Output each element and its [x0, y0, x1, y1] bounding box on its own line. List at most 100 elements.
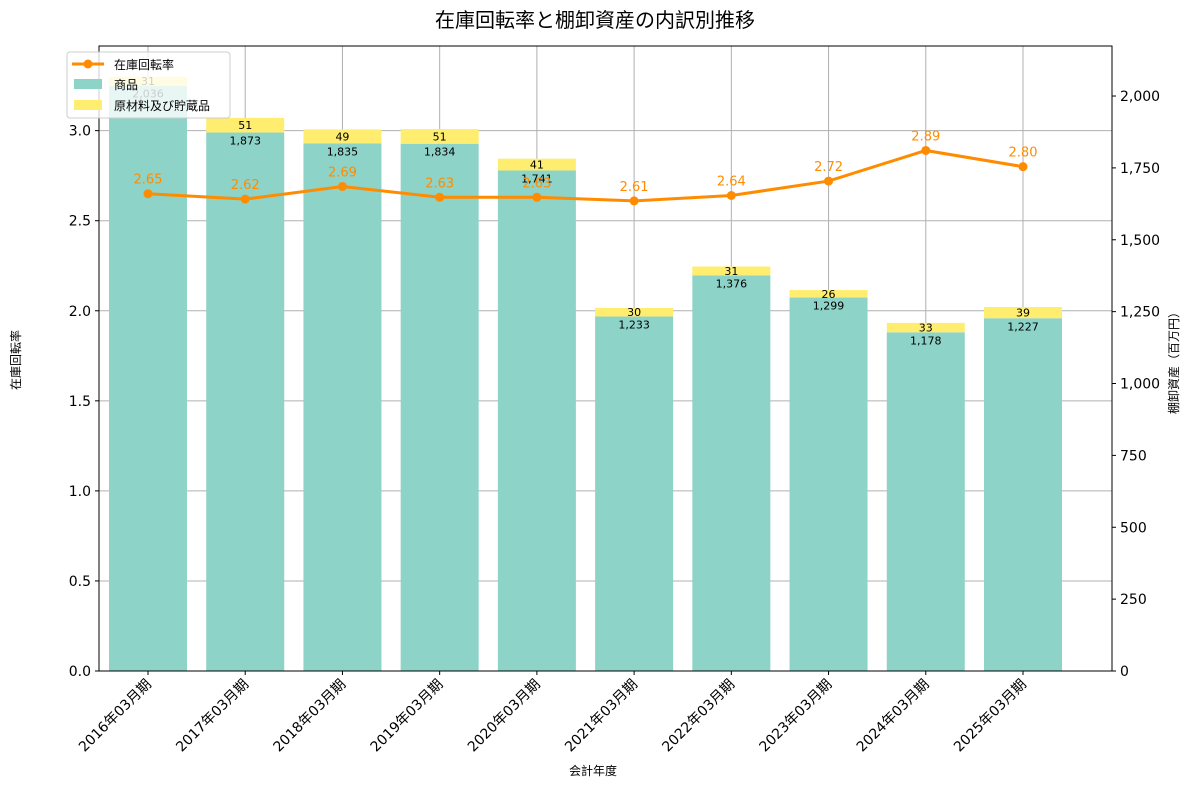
turnover-marker — [337, 181, 347, 191]
bar-materials — [206, 117, 285, 133]
turnover-marker — [629, 196, 639, 206]
bar-goods — [400, 143, 479, 671]
bar-label-materials: 41 — [530, 159, 544, 172]
turnover-label: 2.63 — [522, 176, 551, 191]
x-tick-label: 2018年03月期 — [270, 677, 349, 756]
bar-goods — [984, 318, 1062, 671]
x-tick-label: 2017年03月期 — [173, 677, 252, 756]
bar-materials — [400, 129, 479, 144]
bar-goods — [789, 297, 868, 671]
turnover-label: 2.69 — [328, 165, 357, 180]
right-axis-label: 棚卸資産（百万円） — [1166, 306, 1181, 414]
right-tick-label: 0 — [1120, 664, 1129, 680]
bar-materials — [497, 158, 576, 171]
bar-label-goods: 1,873 — [229, 135, 261, 148]
bar-goods — [303, 143, 382, 671]
turnover-label: 2.65 — [134, 173, 163, 188]
bar-materials — [789, 290, 868, 298]
x-tick-label: 2016年03月期 — [76, 677, 155, 756]
bar-label-materials: 31 — [724, 265, 738, 278]
bar-label-goods: 1,835 — [327, 145, 359, 158]
bar-label-goods: 1,834 — [424, 146, 456, 159]
legend-marker-icon — [83, 59, 93, 69]
bar-label-materials: 51 — [433, 130, 447, 143]
bar-label-goods: 1,299 — [813, 300, 845, 313]
bar-label-goods: 1,376 — [716, 277, 748, 290]
plot-frame — [98, 45, 1113, 672]
x-tick-label: 2021年03月期 — [562, 677, 641, 756]
bar-materials — [303, 129, 382, 144]
x-tick-label: 2023年03月期 — [757, 677, 836, 756]
legend: 在庫回転率 商品 原材料及び貯蔵品 — [66, 51, 231, 119]
bar-goods — [886, 332, 965, 671]
right-tick-label: 1,750 — [1120, 161, 1160, 177]
bar-goods — [109, 85, 187, 672]
x-tick-label: 2020年03月期 — [465, 677, 544, 756]
bar-label-materials: 49 — [335, 130, 349, 143]
bar-label-goods: 1,227 — [1007, 320, 1039, 333]
legend-item-goods: 商品 — [114, 77, 138, 92]
turnover-marker — [726, 190, 736, 200]
bar-goods — [595, 316, 674, 671]
turnover-label: 2.61 — [620, 180, 649, 195]
left-tick-label: 1.5 — [69, 394, 91, 410]
legend-item-materials: 原材料及び貯蔵品 — [114, 99, 210, 113]
x-tick-label: 2019年03月期 — [368, 677, 447, 756]
bar-materials — [886, 322, 965, 333]
bar-materials — [984, 307, 1062, 319]
right-tick-label: 1,000 — [1120, 377, 1160, 393]
turnover-label: 2.63 — [425, 176, 454, 191]
turnover-label: 2.62 — [231, 178, 260, 193]
turnover-marker — [824, 176, 834, 186]
turnover-label: 2.72 — [814, 160, 843, 175]
right-axis-ticks: 0 250 500 750 1,000 1,250 1,500 1,750 2,000 — [1112, 89, 1160, 680]
turnover-label: 2.64 — [717, 174, 746, 189]
turnover-line — [147, 148, 1024, 203]
x-axis-ticks: 2016年03月期 2017年03月期 2018年03月期 2019年03月期 2020… — [76, 671, 1030, 755]
right-tick-label: 1,250 — [1120, 305, 1160, 321]
turnover-marker — [532, 192, 542, 202]
turnover-label: 2.80 — [1009, 146, 1038, 161]
legend-swatch-goods — [74, 79, 102, 89]
left-tick-label: 1.0 — [69, 484, 91, 500]
chart-title: 在庫回転率と棚卸資産の内訳別推移 — [435, 8, 755, 32]
right-tick-label: 500 — [1120, 520, 1147, 536]
legend-swatch-materials — [74, 100, 102, 110]
left-tick-label: 2.0 — [69, 304, 91, 320]
left-tick-label: 3.0 — [69, 124, 91, 140]
left-tick-label: 2.5 — [69, 214, 91, 230]
bar-label-materials: 26 — [822, 288, 836, 301]
x-tick-label: 2025年03月期 — [951, 677, 1030, 756]
bar-series — [109, 76, 1062, 672]
turnover-marker — [435, 192, 445, 202]
bar-label-materials: 33 — [919, 322, 933, 335]
bar-label-materials: 39 — [1016, 307, 1030, 320]
bar-materials — [595, 307, 674, 317]
bar-goods — [206, 132, 285, 671]
left-axis-label: 在庫回転率 — [8, 330, 23, 390]
x-axis-label: 会計年度 — [569, 763, 617, 778]
bar-label-goods: 1,741 — [521, 172, 553, 185]
bar-goods — [692, 275, 771, 671]
left-axis-ticks: 0.0 0.5 1.0 1.5 2.0 2.5 3.0 — [69, 124, 99, 680]
right-tick-label: 2,000 — [1120, 89, 1160, 105]
bar-label-goods: 1,233 — [618, 319, 650, 332]
turnover-marker — [1018, 162, 1028, 172]
right-tick-label: 1,500 — [1120, 233, 1160, 249]
legend-box — [66, 51, 231, 119]
left-tick-label: 0.0 — [69, 664, 91, 680]
turnover-marker — [921, 145, 931, 155]
right-tick-label: 750 — [1120, 448, 1147, 464]
turnover-marker — [240, 194, 250, 204]
left-tick-label: 0.5 — [69, 574, 91, 590]
bar-goods — [497, 170, 576, 671]
line-series: 2.65 2.62 2.69 2.63 2.63 2.61 2.64 2.72 2.89 2.80 — [134, 129, 1038, 206]
x-tick-label: 2022年03月期 — [659, 677, 738, 756]
turnover-marker — [143, 189, 153, 199]
legend-item-turnover: 在庫回転率 — [114, 57, 174, 72]
bar-label-goods: 1,178 — [910, 334, 942, 347]
bar-label-materials: 30 — [627, 306, 641, 319]
right-tick-label: 250 — [1120, 592, 1147, 608]
x-tick-label: 2024年03月期 — [854, 677, 933, 756]
